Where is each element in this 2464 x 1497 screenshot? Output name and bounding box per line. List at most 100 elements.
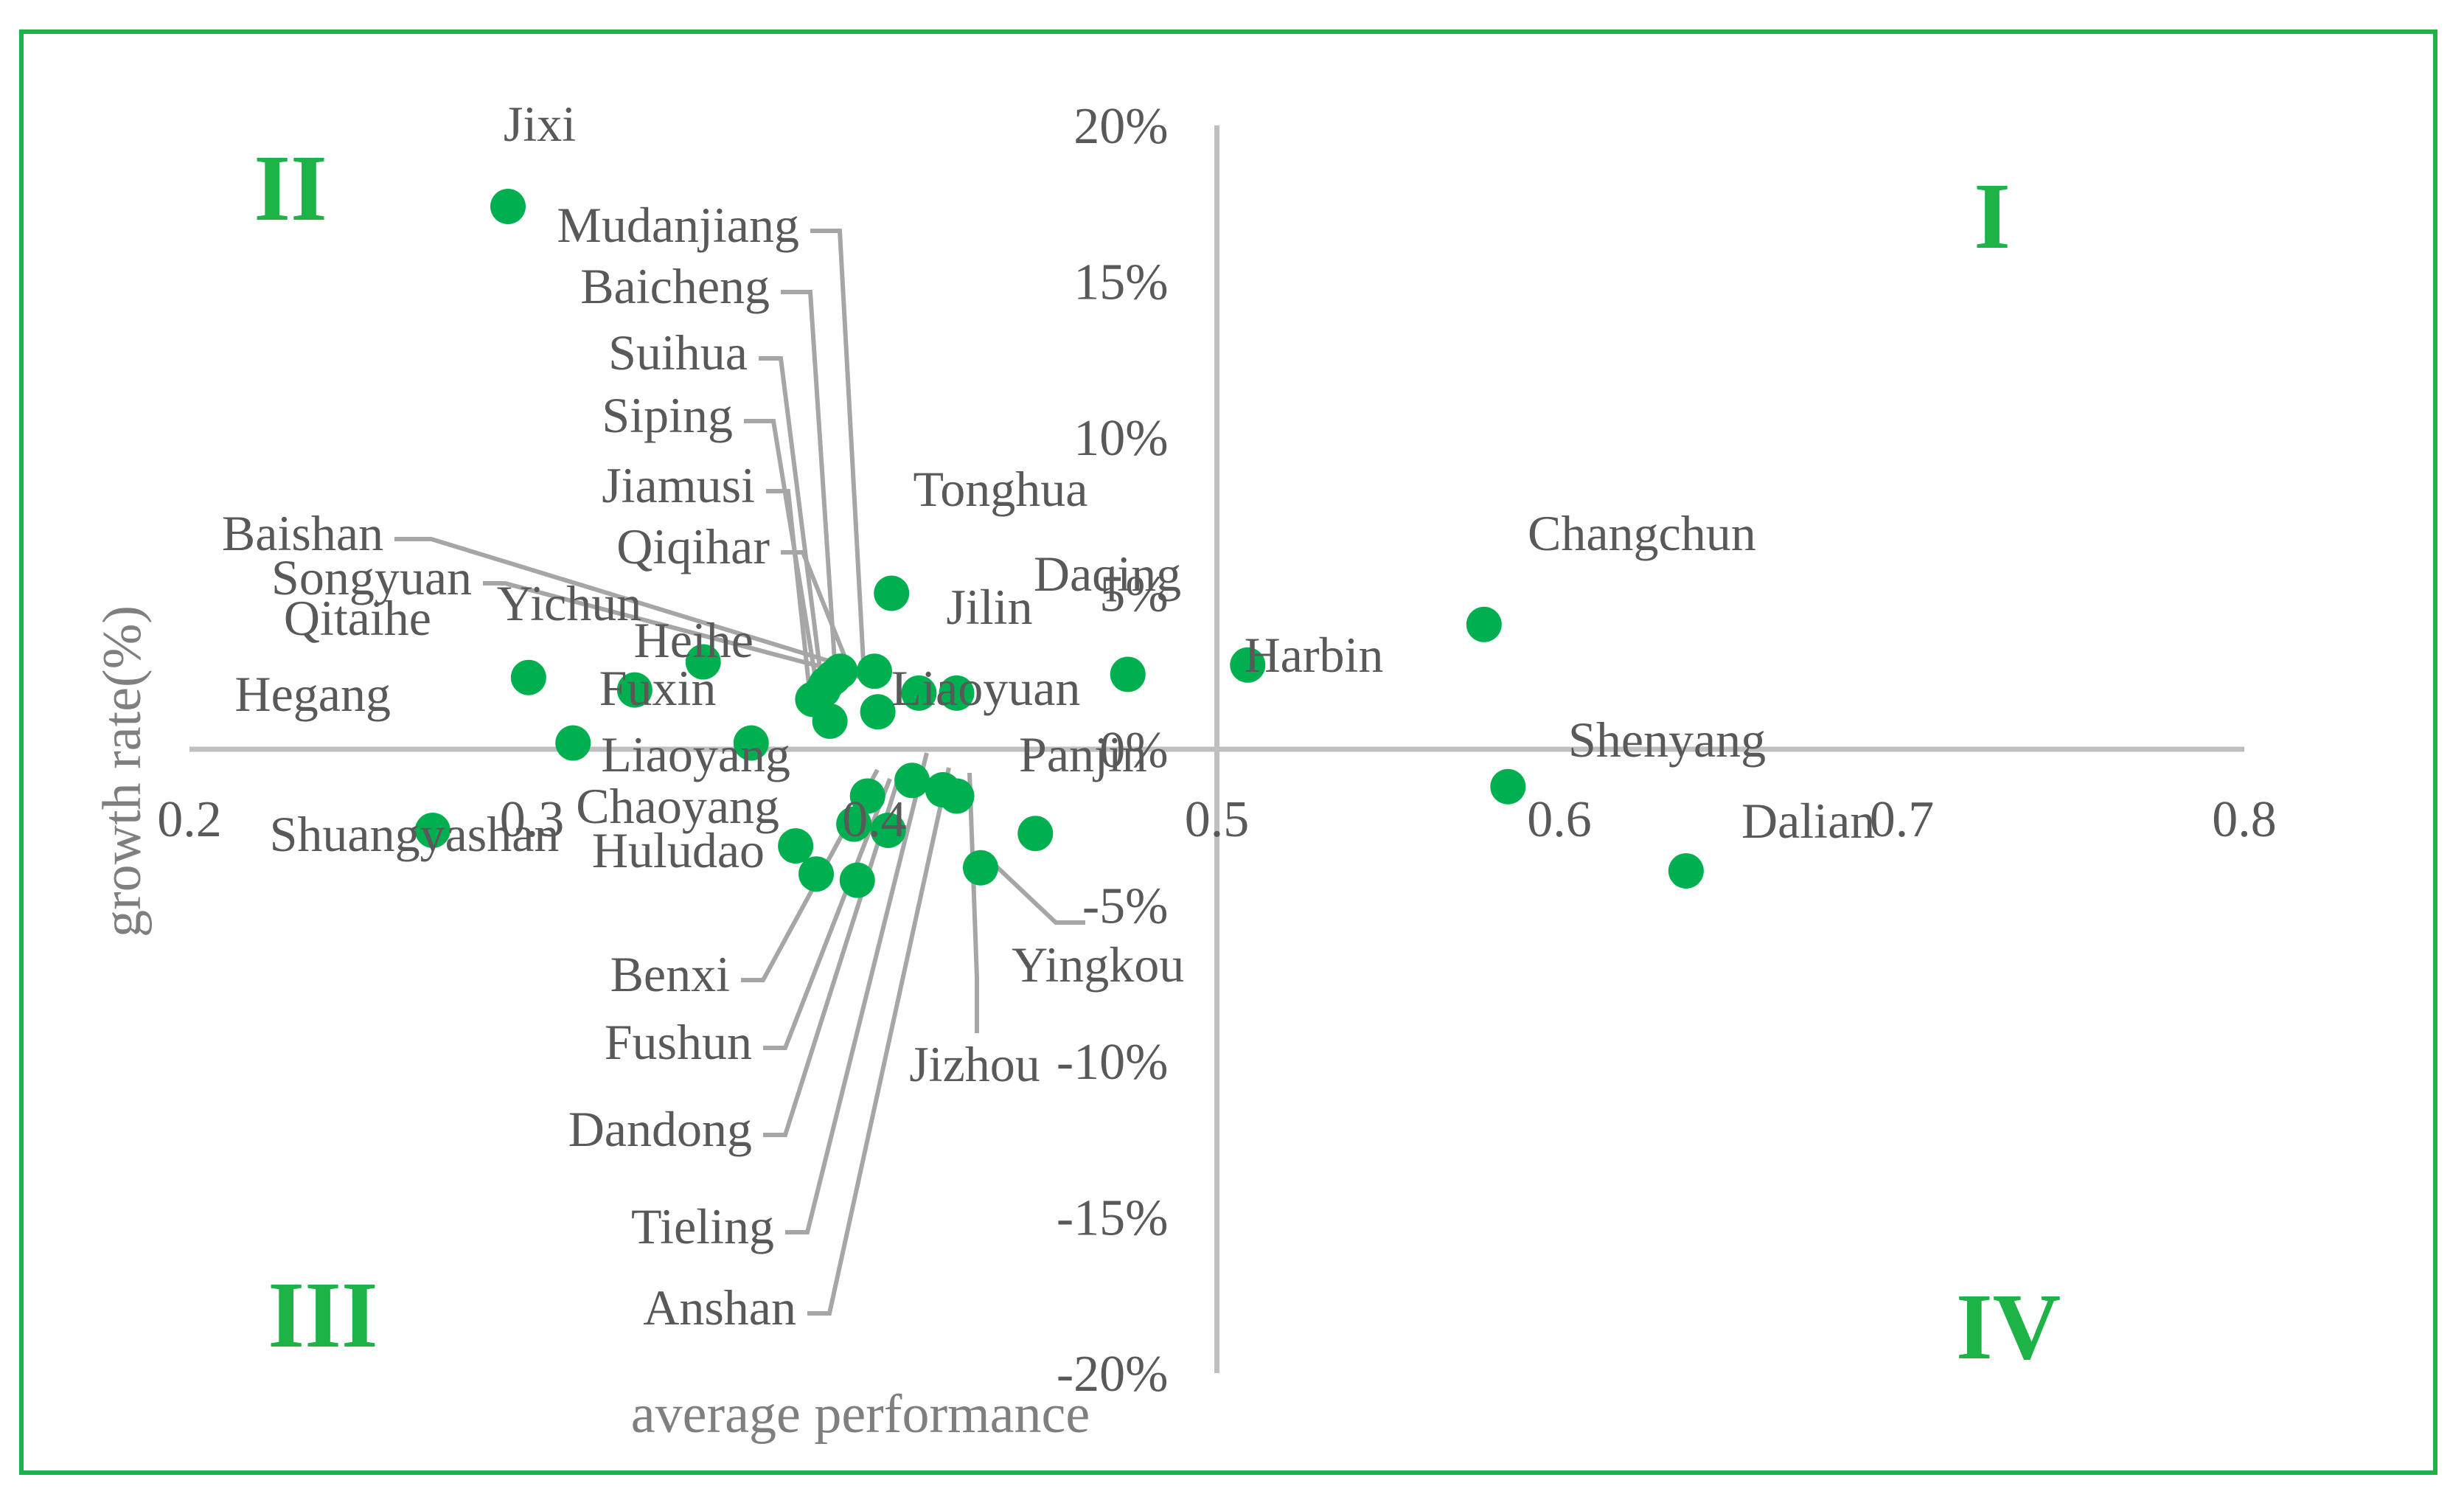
y-tick-label: -20% <box>1057 1346 1169 1403</box>
leader-line-anshan <box>807 767 951 1316</box>
point-label-changchun: Changchun <box>1528 505 1756 561</box>
leader-line-siping <box>744 419 818 684</box>
point-label-suihua: Suihua <box>608 324 748 381</box>
leader-line-jiamusi <box>766 489 813 706</box>
scatter-chart: 0.2 0.3 0.4 0.5 0.6 0.7 0.8 20% 15% 10% 5% 0% -5% -10… <box>92 96 2277 1445</box>
y-tick-label: -15% <box>1057 1190 1169 1247</box>
leader-line-baishan <box>394 537 865 674</box>
point-label-songyuan: Songyuan <box>271 549 472 605</box>
x-tick-label: 0.8 <box>2212 791 2277 848</box>
data-point-fushun <box>870 812 906 848</box>
point-label-fushun: Fushun <box>605 1014 752 1070</box>
tick-labels: 0.2 0.3 0.4 0.5 0.6 0.7 0.8 20% 15% 10% 5% 0% -5% -10… <box>157 98 2277 1403</box>
point-label-liaoyuan: Liaoyuan <box>891 660 1081 716</box>
data-point-panjin <box>1017 816 1054 852</box>
leader-line-mudanjiang <box>810 229 866 676</box>
point-label-qitaihe: Qitaihe <box>284 590 431 646</box>
data-point-siping <box>805 672 841 708</box>
x-tick-label: 0.5 <box>1185 791 1250 848</box>
point-label-qiqihar: Qiqihar <box>616 518 770 574</box>
point-labels: Jixi Qitaihe Yichun Hegang Shuangyashan Baish… <box>222 96 1875 1336</box>
y-tick-label: 15% <box>1073 254 1168 311</box>
leader-line-songyuan <box>483 581 883 685</box>
point-label-chaoyang: Chaoyang <box>576 778 779 834</box>
data-point-qitaihe <box>510 659 546 695</box>
quadrant-label-4: IV <box>1956 1274 2061 1379</box>
data-point-tonghua <box>874 575 910 611</box>
x-tick-label: 0.2 <box>157 791 222 848</box>
y-tick-label: -10% <box>1057 1034 1169 1091</box>
data-point-chaoyang <box>778 828 814 864</box>
point-label-liaoyang: Liaoyang <box>601 726 790 782</box>
y-tick-label: 0% <box>1099 722 1168 779</box>
point-label-yichun: Yichun <box>497 575 641 631</box>
point-label-jiamusi: Jiamusi <box>602 457 755 513</box>
data-point-daqing <box>1110 656 1146 692</box>
data-point-changchun <box>1466 606 1502 642</box>
chart-frame: 0.2 0.3 0.4 0.5 0.6 0.7 0.8 20% 15% 10% 5% 0% -5% -10… <box>19 29 2437 1475</box>
y-tick-label: -5% <box>1082 878 1169 935</box>
y-tick-label: 10% <box>1073 410 1168 467</box>
point-label-hegang: Hegang <box>235 666 391 722</box>
data-point-dalian <box>1668 852 1704 889</box>
data-points <box>414 188 1704 898</box>
point-label-tieling: Tieling <box>631 1198 774 1254</box>
point-label-dandong: Dandong <box>568 1101 752 1157</box>
x-tick-label: 0.3 <box>500 791 565 848</box>
point-label-dalian: Dalian <box>1741 793 1875 849</box>
data-point-tieling <box>894 763 930 799</box>
point-label-panjin: Panjin <box>1019 726 1147 782</box>
data-point-songyuan <box>860 694 896 730</box>
data-point-jiamusi <box>812 703 848 739</box>
point-label-shuangyashan: Shuangyashan <box>270 806 560 862</box>
data-point-liaoyang <box>849 778 885 814</box>
data-point-yichun <box>616 672 652 708</box>
point-label-jizhou: Jizhou <box>909 1036 1040 1092</box>
point-label-siping: Siping <box>602 387 733 443</box>
data-point-hegang <box>555 725 591 761</box>
x-tick-label: 0.6 <box>1527 791 1592 848</box>
point-label-baishan: Baishan <box>222 505 383 561</box>
point-label-jixi: Jixi <box>504 96 576 152</box>
quadrant-label-3: III <box>268 1262 377 1367</box>
data-point-qiqihar <box>857 653 892 690</box>
point-label-shenyang: Shenyang <box>1568 712 1766 768</box>
leader-line-tieling <box>785 752 929 1234</box>
leader-line-baicheng <box>781 290 837 661</box>
leader-line-yingkou <box>987 858 1085 925</box>
point-label-fuxin: Fuxin <box>599 660 717 716</box>
data-point-baishan <box>685 644 721 680</box>
point-label-baicheng: Baicheng <box>580 258 770 314</box>
leader-line-benxi <box>741 768 880 982</box>
point-label-huludao: Huludao <box>592 822 765 878</box>
x-tick-label: 0.4 <box>842 791 907 848</box>
data-point-jixi <box>490 188 526 224</box>
x-axis-title: average performance <box>631 1384 1090 1445</box>
quadrant-label-1: I <box>1974 164 2011 268</box>
data-point-jizhou <box>939 778 975 814</box>
y-tick-label: 5% <box>1099 566 1168 623</box>
leader-line-qiqihar <box>781 550 852 670</box>
data-point-shenyang <box>1490 768 1526 805</box>
data-point-shuangyashan <box>414 812 450 848</box>
x-tick-label: 0.7 <box>1870 791 1935 848</box>
data-point-jilin <box>901 675 937 711</box>
point-label-jilin: Jilin <box>946 579 1032 635</box>
point-label-harbin: Harbin <box>1245 627 1384 683</box>
data-point-dandong <box>839 862 875 898</box>
y-tick-label: 20% <box>1073 98 1168 155</box>
data-point-liaoyuan <box>939 675 975 711</box>
point-label-anshan: Anshan <box>643 1279 796 1336</box>
data-point-yingkou <box>962 850 998 886</box>
data-point-fuxin <box>733 725 769 761</box>
point-label-tonghua: Tonghua <box>913 461 1088 517</box>
point-label-benxi: Benxi <box>610 946 730 1002</box>
data-point-benxi <box>836 806 872 842</box>
axes <box>189 125 2244 1373</box>
y-axis-title: growth rate(%) <box>92 605 153 937</box>
leader-line-jizhou <box>967 772 979 1033</box>
data-point-harbin <box>1230 647 1266 683</box>
quadrant-label-2: II <box>254 136 327 240</box>
point-label-daqing: Daqing <box>1034 546 1181 602</box>
point-label-mudanjiang: Mudanjiang <box>557 197 799 253</box>
